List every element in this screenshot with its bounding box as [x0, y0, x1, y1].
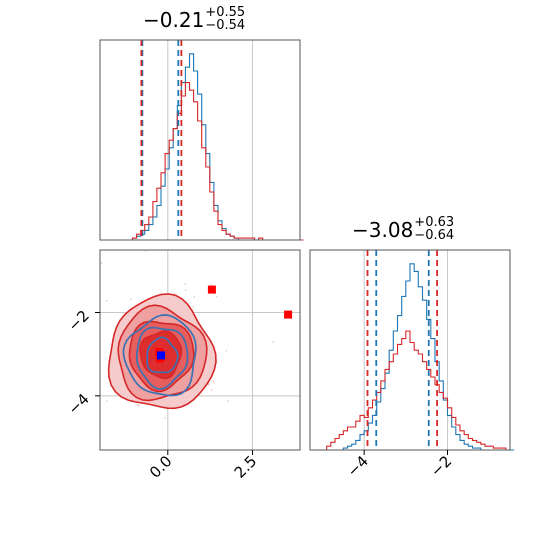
panel-title-lower-error: −0.54	[205, 17, 246, 33]
scatter-point	[184, 283, 187, 285]
panel-frame	[309, 249, 511, 451]
marker-red	[207, 285, 216, 294]
panel-title-value: −0.21	[143, 8, 205, 32]
panel-title-param2: −3.08 +0.63 −0.64	[352, 214, 455, 246]
panel-title-upper-error: +0.63	[414, 214, 455, 230]
histogram-series-blue	[310, 263, 515, 451]
panel-title-param1: −0.21 +0.55 −0.54	[143, 4, 246, 36]
histogram-series-red	[310, 330, 510, 451]
x-tick-label: −4	[344, 452, 372, 480]
contour-level-blue	[146, 336, 179, 374]
scatter-point	[164, 417, 167, 419]
panel-frame	[99, 249, 301, 451]
x-tick-label: −2	[427, 452, 455, 480]
contour-level-blue	[135, 326, 189, 390]
marker-blue	[157, 351, 165, 360]
panel-title-value: −3.08	[352, 218, 414, 242]
panel-title-upper-error: +0.55	[205, 4, 246, 20]
marker-red	[284, 310, 293, 319]
panel-frame	[99, 39, 301, 241]
scatter-point	[211, 389, 213, 391]
scatter-point	[137, 404, 140, 407]
panel-title-lower-error: −0.64	[414, 227, 455, 243]
histogram-panel-param2: −4 −2	[309, 249, 515, 480]
scatter-point	[210, 284, 213, 286]
scatter-point	[207, 383, 210, 386]
scatter-point	[193, 296, 196, 298]
scatter-point	[212, 380, 215, 383]
scatter-point	[192, 306, 195, 308]
scatter-point	[100, 262, 103, 264]
scatter-point	[184, 289, 187, 292]
y-tick-label: −4	[64, 390, 92, 418]
scatter-point	[272, 341, 275, 343]
histogram-panel-param1	[99, 39, 304, 241]
x-tick-label: 2.5	[231, 452, 261, 482]
scatter-point	[130, 298, 132, 301]
scatter-point	[105, 400, 108, 403]
x-tick-label: 0.0	[146, 452, 176, 482]
scatter-point	[136, 403, 139, 406]
scatter-point	[225, 349, 228, 352]
scatter-point	[105, 299, 108, 302]
scatter-point	[215, 295, 218, 298]
contour-panel: 0.0 2.5 −2 −4	[64, 249, 301, 482]
scatter-point	[231, 311, 233, 313]
y-tick-label: −2	[64, 307, 92, 335]
contour-level-blue	[122, 314, 197, 397]
scatter-point	[226, 400, 229, 402]
